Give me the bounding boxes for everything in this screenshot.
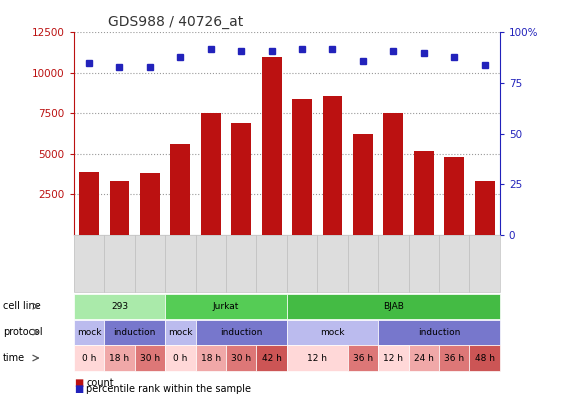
- Text: induction: induction: [418, 328, 460, 337]
- Text: GDS988 / 40726_at: GDS988 / 40726_at: [108, 15, 243, 29]
- Text: 12 h: 12 h: [383, 354, 403, 362]
- Text: 30 h: 30 h: [140, 354, 160, 362]
- Bar: [170, 144, 190, 235]
- Text: 0 h: 0 h: [173, 354, 187, 362]
- Text: protocol: protocol: [3, 327, 43, 337]
- Text: 24 h: 24 h: [414, 354, 434, 362]
- Text: 0 h: 0 h: [82, 354, 96, 362]
- Text: Jurkat: Jurkat: [213, 302, 239, 311]
- Bar: [292, 99, 312, 235]
- Text: count: count: [86, 378, 114, 388]
- Text: 48 h: 48 h: [475, 354, 495, 362]
- Text: ■: ■: [74, 384, 83, 394]
- Text: time: time: [3, 353, 25, 363]
- Bar: [383, 113, 403, 235]
- Bar: [110, 181, 130, 235]
- Bar: [353, 134, 373, 235]
- Bar: [140, 173, 160, 235]
- Bar: [201, 113, 220, 235]
- Bar: [444, 157, 464, 235]
- Text: 42 h: 42 h: [262, 354, 282, 362]
- Bar: [323, 96, 343, 235]
- Text: induction: induction: [220, 328, 262, 337]
- Text: 18 h: 18 h: [110, 354, 130, 362]
- Text: mock: mock: [168, 328, 193, 337]
- Text: cell line: cell line: [3, 301, 40, 311]
- Text: ■: ■: [74, 378, 83, 388]
- Text: 30 h: 30 h: [231, 354, 251, 362]
- Text: percentile rank within the sample: percentile rank within the sample: [86, 384, 251, 394]
- Text: 36 h: 36 h: [353, 354, 373, 362]
- Text: 293: 293: [111, 302, 128, 311]
- Bar: [79, 172, 99, 235]
- Bar: [475, 181, 495, 235]
- Bar: [262, 57, 282, 235]
- Bar: [231, 123, 251, 235]
- Text: 18 h: 18 h: [201, 354, 221, 362]
- Text: BJAB: BJAB: [383, 302, 404, 311]
- Text: 12 h: 12 h: [307, 354, 327, 362]
- Text: 36 h: 36 h: [444, 354, 464, 362]
- Text: induction: induction: [114, 328, 156, 337]
- Text: mock: mock: [320, 328, 345, 337]
- Text: mock: mock: [77, 328, 101, 337]
- Bar: [414, 151, 433, 235]
